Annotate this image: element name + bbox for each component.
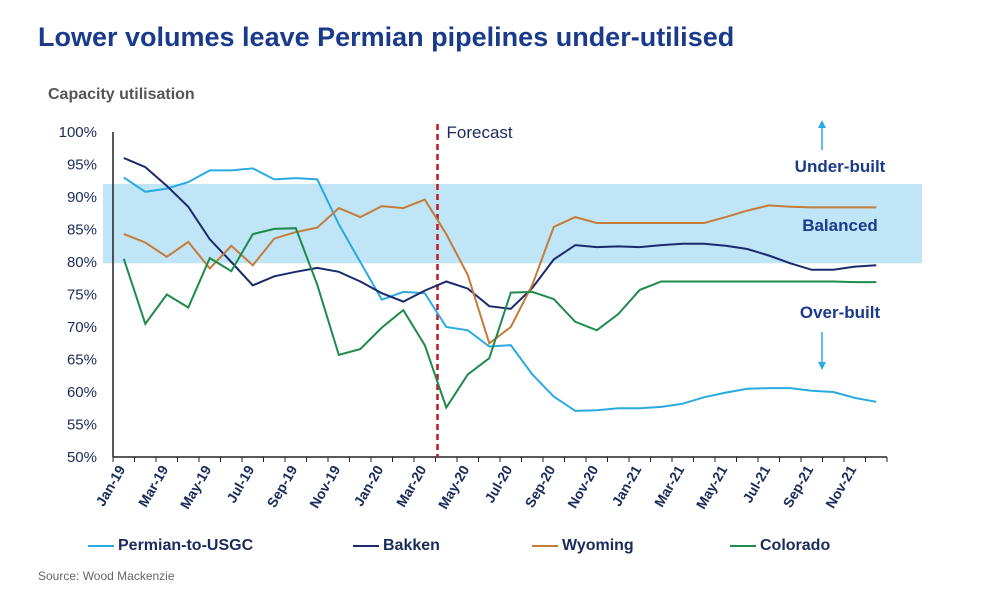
- balanced-band: [103, 184, 922, 264]
- y-tick-label: 95%: [67, 157, 97, 174]
- legend-label-bakken: Bakken: [383, 537, 440, 554]
- y-tick-label: 70%: [67, 319, 97, 336]
- x-tick-label: Jan-21: [608, 462, 644, 509]
- series-line-bakken: [123, 157, 877, 310]
- x-tick-label: Mar-20: [393, 462, 430, 509]
- x-tick-label: May-19: [177, 462, 215, 511]
- x-tick-label: May-21: [693, 462, 731, 511]
- x-tick-label: Mar-21: [651, 462, 688, 509]
- annotation-over-built: Over-built: [800, 303, 881, 322]
- y-tick-label: 50%: [67, 449, 97, 466]
- y-tick-label: 100%: [59, 124, 97, 141]
- annotation-under-built: Under-built: [795, 157, 886, 176]
- x-tick-label: May-20: [435, 462, 473, 511]
- y-tick-label: 85%: [67, 222, 97, 239]
- x-tick-label: Jan-19: [92, 462, 128, 509]
- legend-label-colorado: Colorado: [760, 537, 831, 554]
- x-tick-label: Mar-19: [135, 462, 172, 509]
- y-tick-label: 90%: [67, 189, 97, 206]
- chart-title: Lower volumes leave Permian pipelines un…: [38, 22, 735, 52]
- forecast-label: Forecast: [447, 123, 513, 142]
- y-axis-label: Capacity utilisation: [48, 86, 195, 103]
- series-line-wyoming: [123, 198, 877, 345]
- legend-swatch-bakken: [353, 545, 379, 547]
- legend-item-bakken: Bakken: [353, 537, 440, 555]
- x-tick-label: Sep-20: [522, 462, 559, 510]
- legend-item-permian: Permian-to-USGC: [88, 537, 253, 555]
- x-tick-label: Jul-21: [739, 462, 773, 505]
- x-tick-label: Nov-21: [822, 462, 859, 511]
- legend-item-wyoming: Wyoming: [532, 537, 634, 555]
- annotation-balanced: Balanced: [802, 216, 878, 235]
- y-tick-label: 55%: [67, 417, 97, 434]
- x-tick-label: Nov-20: [564, 462, 601, 511]
- legend-swatch-permian: [88, 545, 114, 547]
- x-tick-label: Jul-20: [481, 462, 515, 505]
- y-tick-label: 60%: [67, 384, 97, 401]
- arrow-down-icon: [818, 362, 826, 370]
- legend-swatch-wyoming: [532, 545, 558, 547]
- legend-label-permian: Permian-to-USGC: [118, 537, 254, 554]
- series-line-permian-to-usgc: [123, 167, 877, 412]
- legend-item-colorado: Colorado: [730, 537, 830, 555]
- y-tick-label: 80%: [67, 254, 97, 271]
- x-tick-label: Jul-19: [223, 462, 257, 505]
- series-line-colorado: [122, 227, 877, 410]
- arrow-up-icon: [818, 120, 826, 128]
- x-tick-label: Jan-20: [350, 462, 386, 509]
- y-tick-label: 75%: [67, 287, 97, 304]
- legend-label-wyoming: Wyoming: [562, 537, 634, 554]
- x-tick-label: Nov-19: [306, 462, 343, 511]
- x-tick-label: Sep-21: [780, 462, 817, 510]
- legend-swatch-colorado: [730, 545, 756, 547]
- source-note: Source: Wood Mackenzie: [38, 569, 175, 583]
- x-tick-label: Sep-19: [264, 462, 301, 510]
- legend: Permian-to-USGC Bakken Wyoming Colorado: [0, 537, 1000, 559]
- y-tick-label: 65%: [67, 352, 97, 369]
